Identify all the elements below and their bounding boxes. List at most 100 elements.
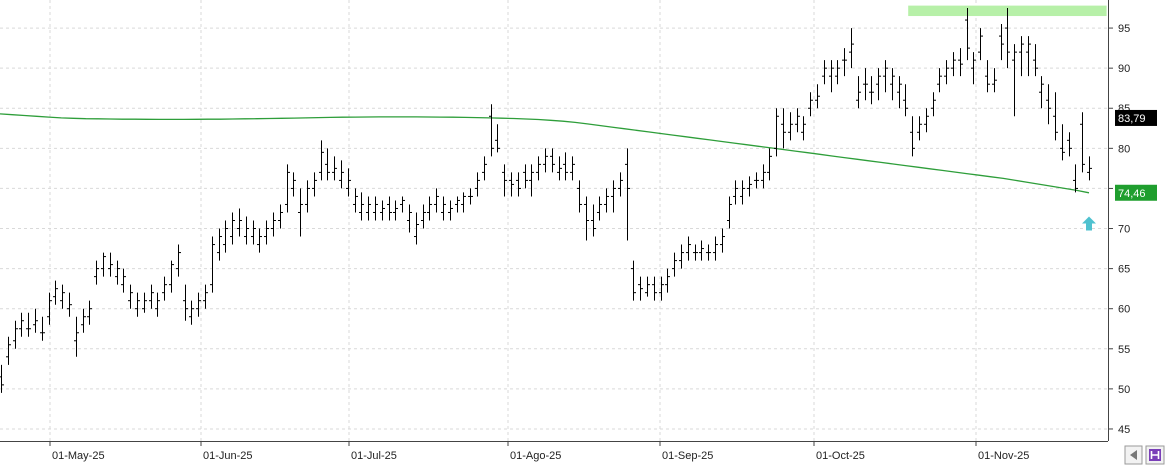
ohlc-bar <box>842 48 847 77</box>
ohlc-bar <box>203 284 208 309</box>
ohlc-bar <box>489 104 494 157</box>
ohlc-bar <box>795 108 800 133</box>
ohlc-bar <box>774 108 779 157</box>
ohlc-bar <box>550 148 555 173</box>
ohlc-bar <box>543 148 548 173</box>
grid-layer <box>0 0 1108 441</box>
ohlc-bar <box>597 196 602 221</box>
ohlc-bar <box>421 204 426 229</box>
y-tick-label: 70 <box>1118 224 1130 236</box>
ohlc-bar <box>849 28 854 69</box>
ohlc-bar <box>808 92 813 117</box>
ohlc-bar <box>536 156 541 181</box>
ohlc-bar <box>965 8 970 61</box>
ohlc-bar <box>740 180 745 205</box>
ohlc-bar <box>686 236 691 261</box>
ohlc-bar <box>155 292 160 317</box>
ohlc-bar <box>162 276 167 301</box>
ohlc-bar <box>257 228 262 253</box>
ohlc-bar <box>380 200 385 221</box>
ohlc-bar <box>149 284 154 309</box>
ohlc-bar <box>1005 8 1010 69</box>
price-box-bg <box>1115 184 1157 201</box>
ohlc-bar <box>353 188 358 213</box>
ohlc-bar <box>47 292 52 325</box>
ohlc-bar <box>835 60 840 85</box>
x-tick-label: 01-Jun-25 <box>203 450 253 462</box>
ohlc-bar <box>210 236 215 293</box>
ohlc-bar <box>720 228 725 253</box>
ohlc-bar <box>271 212 276 237</box>
ohlc-bar <box>591 204 596 237</box>
ohlc-bar <box>339 160 344 189</box>
ohlc-bar <box>733 180 738 205</box>
h-icon <box>1150 451 1160 459</box>
ohlc-bar <box>1053 92 1058 141</box>
ohlc-bar <box>400 196 405 213</box>
ohlc-bar <box>346 168 351 197</box>
x-tick-label: 01-Ago-25 <box>510 450 561 462</box>
ohlc-bar <box>33 308 38 333</box>
ohlc-bar <box>475 172 480 197</box>
ohlc-bar <box>176 244 181 277</box>
ohlc-bar <box>910 116 915 157</box>
scroll-left-button[interactable] <box>1124 445 1143 465</box>
ohlc-bar <box>0 364 4 393</box>
ohlc-bar <box>951 52 956 77</box>
ohlc-bar <box>822 60 827 85</box>
x-tick-label: 01-Nov-25 <box>978 450 1029 462</box>
ohlc-bar <box>652 276 657 301</box>
ohlc-bar <box>183 284 188 321</box>
ohlc-bar <box>869 76 874 105</box>
ohlc-bar <box>1012 44 1017 117</box>
ohlc-bar <box>461 192 466 213</box>
ohlc-bar <box>815 84 820 109</box>
ohlc-bar <box>74 316 79 357</box>
h-button[interactable] <box>1145 445 1165 465</box>
ohlc-bar <box>121 268 126 293</box>
ohlc-bar <box>1033 44 1038 77</box>
ohlc-bar <box>285 164 290 213</box>
ohlc-bar <box>665 268 670 293</box>
y-tick-label: 90 <box>1118 63 1130 75</box>
price-box-value: 83,79 <box>1118 113 1146 125</box>
ohlc-bar <box>631 260 636 301</box>
ohlc-bar <box>577 180 582 213</box>
moving-average-line <box>0 113 1090 194</box>
ohlc-bar <box>196 292 201 317</box>
x-tick-label: 01-Jul-25 <box>351 450 397 462</box>
ohlc-bar <box>87 300 92 325</box>
ohlc-bar <box>971 52 976 85</box>
ohlc-bar <box>958 48 963 77</box>
ohlc-bar <box>679 244 684 269</box>
ohlc-bar <box>985 60 990 93</box>
ohlc-bars <box>0 8 1092 393</box>
ohlc-bar <box>1073 164 1078 193</box>
arrow-shape <box>1082 216 1096 231</box>
ohlc-bar <box>876 68 881 101</box>
y-tick-label: 95 <box>1118 23 1130 35</box>
y-tick-label: 65 <box>1118 264 1130 276</box>
ohlc-bar <box>659 276 664 301</box>
ohlc-bar <box>244 216 249 245</box>
ohlc-bar <box>883 60 888 93</box>
y-tick-label: 50 <box>1118 384 1130 396</box>
ohlc-bar <box>128 284 133 309</box>
ohlc-bar <box>312 172 317 197</box>
ohlc-bar <box>502 164 507 197</box>
ohlc-bar <box>325 148 330 181</box>
ohlc-bar <box>801 116 806 141</box>
ohlc-bar <box>713 236 718 261</box>
ohlc-bar <box>67 292 72 317</box>
ohlc-bar <box>727 196 732 229</box>
x-tick-label: 01-Sep-25 <box>662 450 713 462</box>
ohlc-bar <box>693 244 698 261</box>
y-tick-label: 60 <box>1118 304 1130 316</box>
x-tick-label: 01-Oct-25 <box>816 450 865 462</box>
ohlc-bar <box>978 28 983 61</box>
ohlc-bar <box>584 196 589 241</box>
ohlc-bar <box>672 252 677 277</box>
ohlc-bar <box>1067 132 1072 157</box>
y-axis: 4550556065707580859095 <box>1108 0 1130 441</box>
